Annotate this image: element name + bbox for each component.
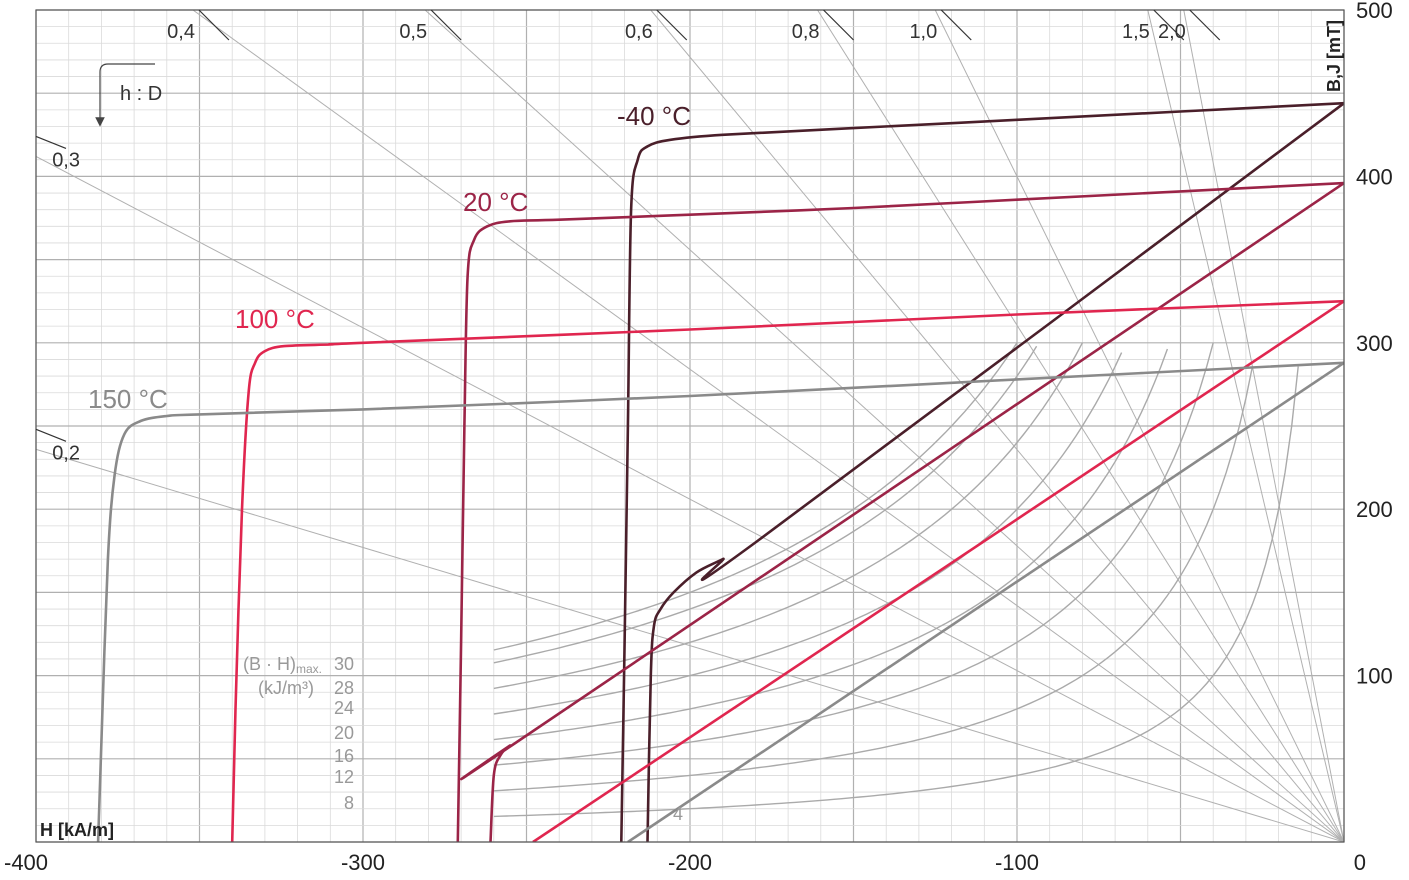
hd-mark <box>656 9 688 41</box>
bh-max-curve <box>493 342 1214 766</box>
temperature-label: 100 °C <box>235 304 315 334</box>
x-tick-label: -200 <box>668 850 712 875</box>
hd-line-label: 0,6 <box>625 21 653 43</box>
y-tick-label: 400 <box>1356 164 1393 189</box>
hd-mark <box>940 9 972 41</box>
hd-line-label: 2,0 <box>1158 21 1186 43</box>
hd-mark <box>1189 9 1221 41</box>
hd-mark <box>823 9 854 41</box>
y-axis-title: B,J [mT] <box>1324 20 1344 92</box>
hd-line-label: 0,2 <box>52 442 80 464</box>
hd-line <box>424 10 1344 842</box>
j-curve <box>96 361 1344 842</box>
bh-max-curves <box>493 342 1299 818</box>
j-curve <box>456 181 1344 842</box>
hd-line-label: 0,8 <box>792 21 820 43</box>
hd-line <box>192 10 1344 842</box>
bh-max-unit: (kJ/m³) <box>258 678 314 698</box>
hd-line <box>1183 10 1344 842</box>
x-tick-label: -100 <box>995 850 1039 875</box>
y-tick-label: 100 <box>1356 664 1393 689</box>
hd-line <box>1147 10 1344 842</box>
bh-max-value-label: 12 <box>334 767 354 787</box>
hd-mark <box>430 9 462 41</box>
bh-max-curve <box>493 366 1299 818</box>
j-curve <box>230 299 1344 842</box>
hd-line <box>817 10 1344 842</box>
hd-line <box>36 448 1344 842</box>
b-curve <box>532 300 1344 842</box>
hd-mark <box>35 428 67 442</box>
hd-line-label: 0,4 <box>167 21 195 43</box>
bh-max-value-label: 24 <box>334 698 354 718</box>
bh-max-title: (B · H)max. <box>243 654 322 676</box>
temperature-curves <box>96 101 1344 842</box>
x-axis-title: H [kA/m] <box>40 820 114 840</box>
x-tick-label: 0 <box>1354 850 1366 875</box>
labels: -400 -300 -200 -100 0 100 200 300 400 500 0,4 0,5 0,… <box>4 0 1393 875</box>
hd-line-label: 1,5 <box>1122 21 1150 43</box>
plot-frame <box>35 9 1345 843</box>
x-tick-label: -300 <box>341 850 385 875</box>
bh-max-value-label: 28 <box>334 678 354 698</box>
hd-lines <box>36 10 1344 842</box>
bh-max-curve <box>493 366 1254 792</box>
hd-note: h : D <box>95 63 162 127</box>
temperature-label: 20 °C <box>463 187 528 217</box>
hd-mark <box>1153 9 1185 41</box>
bh-max-curve <box>493 345 1038 664</box>
hd-line <box>36 155 1344 842</box>
b-curve <box>460 182 1344 842</box>
hd-line-label: 0,5 <box>399 21 427 43</box>
b-curve <box>627 361 1344 842</box>
x-tick-label: -400 <box>4 850 48 875</box>
bh-max-value-label: 8 <box>344 793 354 813</box>
bh-max-curve <box>493 352 1123 715</box>
bh-max-curve <box>493 348 1169 741</box>
bh-max-value-label: 4 <box>673 804 683 824</box>
b-curve <box>646 102 1344 842</box>
y-tick-label: 200 <box>1356 497 1393 522</box>
temperature-label: 150 °C <box>88 384 168 414</box>
bh-max-value-label: 30 <box>334 654 354 674</box>
hd-mark <box>35 135 67 149</box>
hd-line-label: 0,3 <box>52 149 80 171</box>
y-tick-label: 300 <box>1356 331 1393 356</box>
hd-note-label: h : D <box>120 83 162 105</box>
grid <box>35 9 1345 843</box>
hd-line <box>650 10 1344 842</box>
j-curve <box>620 101 1344 842</box>
hd-line <box>934 10 1344 842</box>
bh-max-legend: (B · H)max. (kJ/m³) <box>243 654 322 698</box>
bh-max-value-label: 16 <box>334 746 354 766</box>
bh-max-curve <box>493 342 1018 651</box>
bh-max-value-label: 20 <box>334 723 354 743</box>
bh-max-curve <box>493 342 1084 690</box>
temperature-label: -40 °C <box>617 101 691 131</box>
hd-mark <box>198 9 230 41</box>
y-tick-label: 500 <box>1356 0 1393 23</box>
hd-line-label: 1,0 <box>909 21 937 43</box>
